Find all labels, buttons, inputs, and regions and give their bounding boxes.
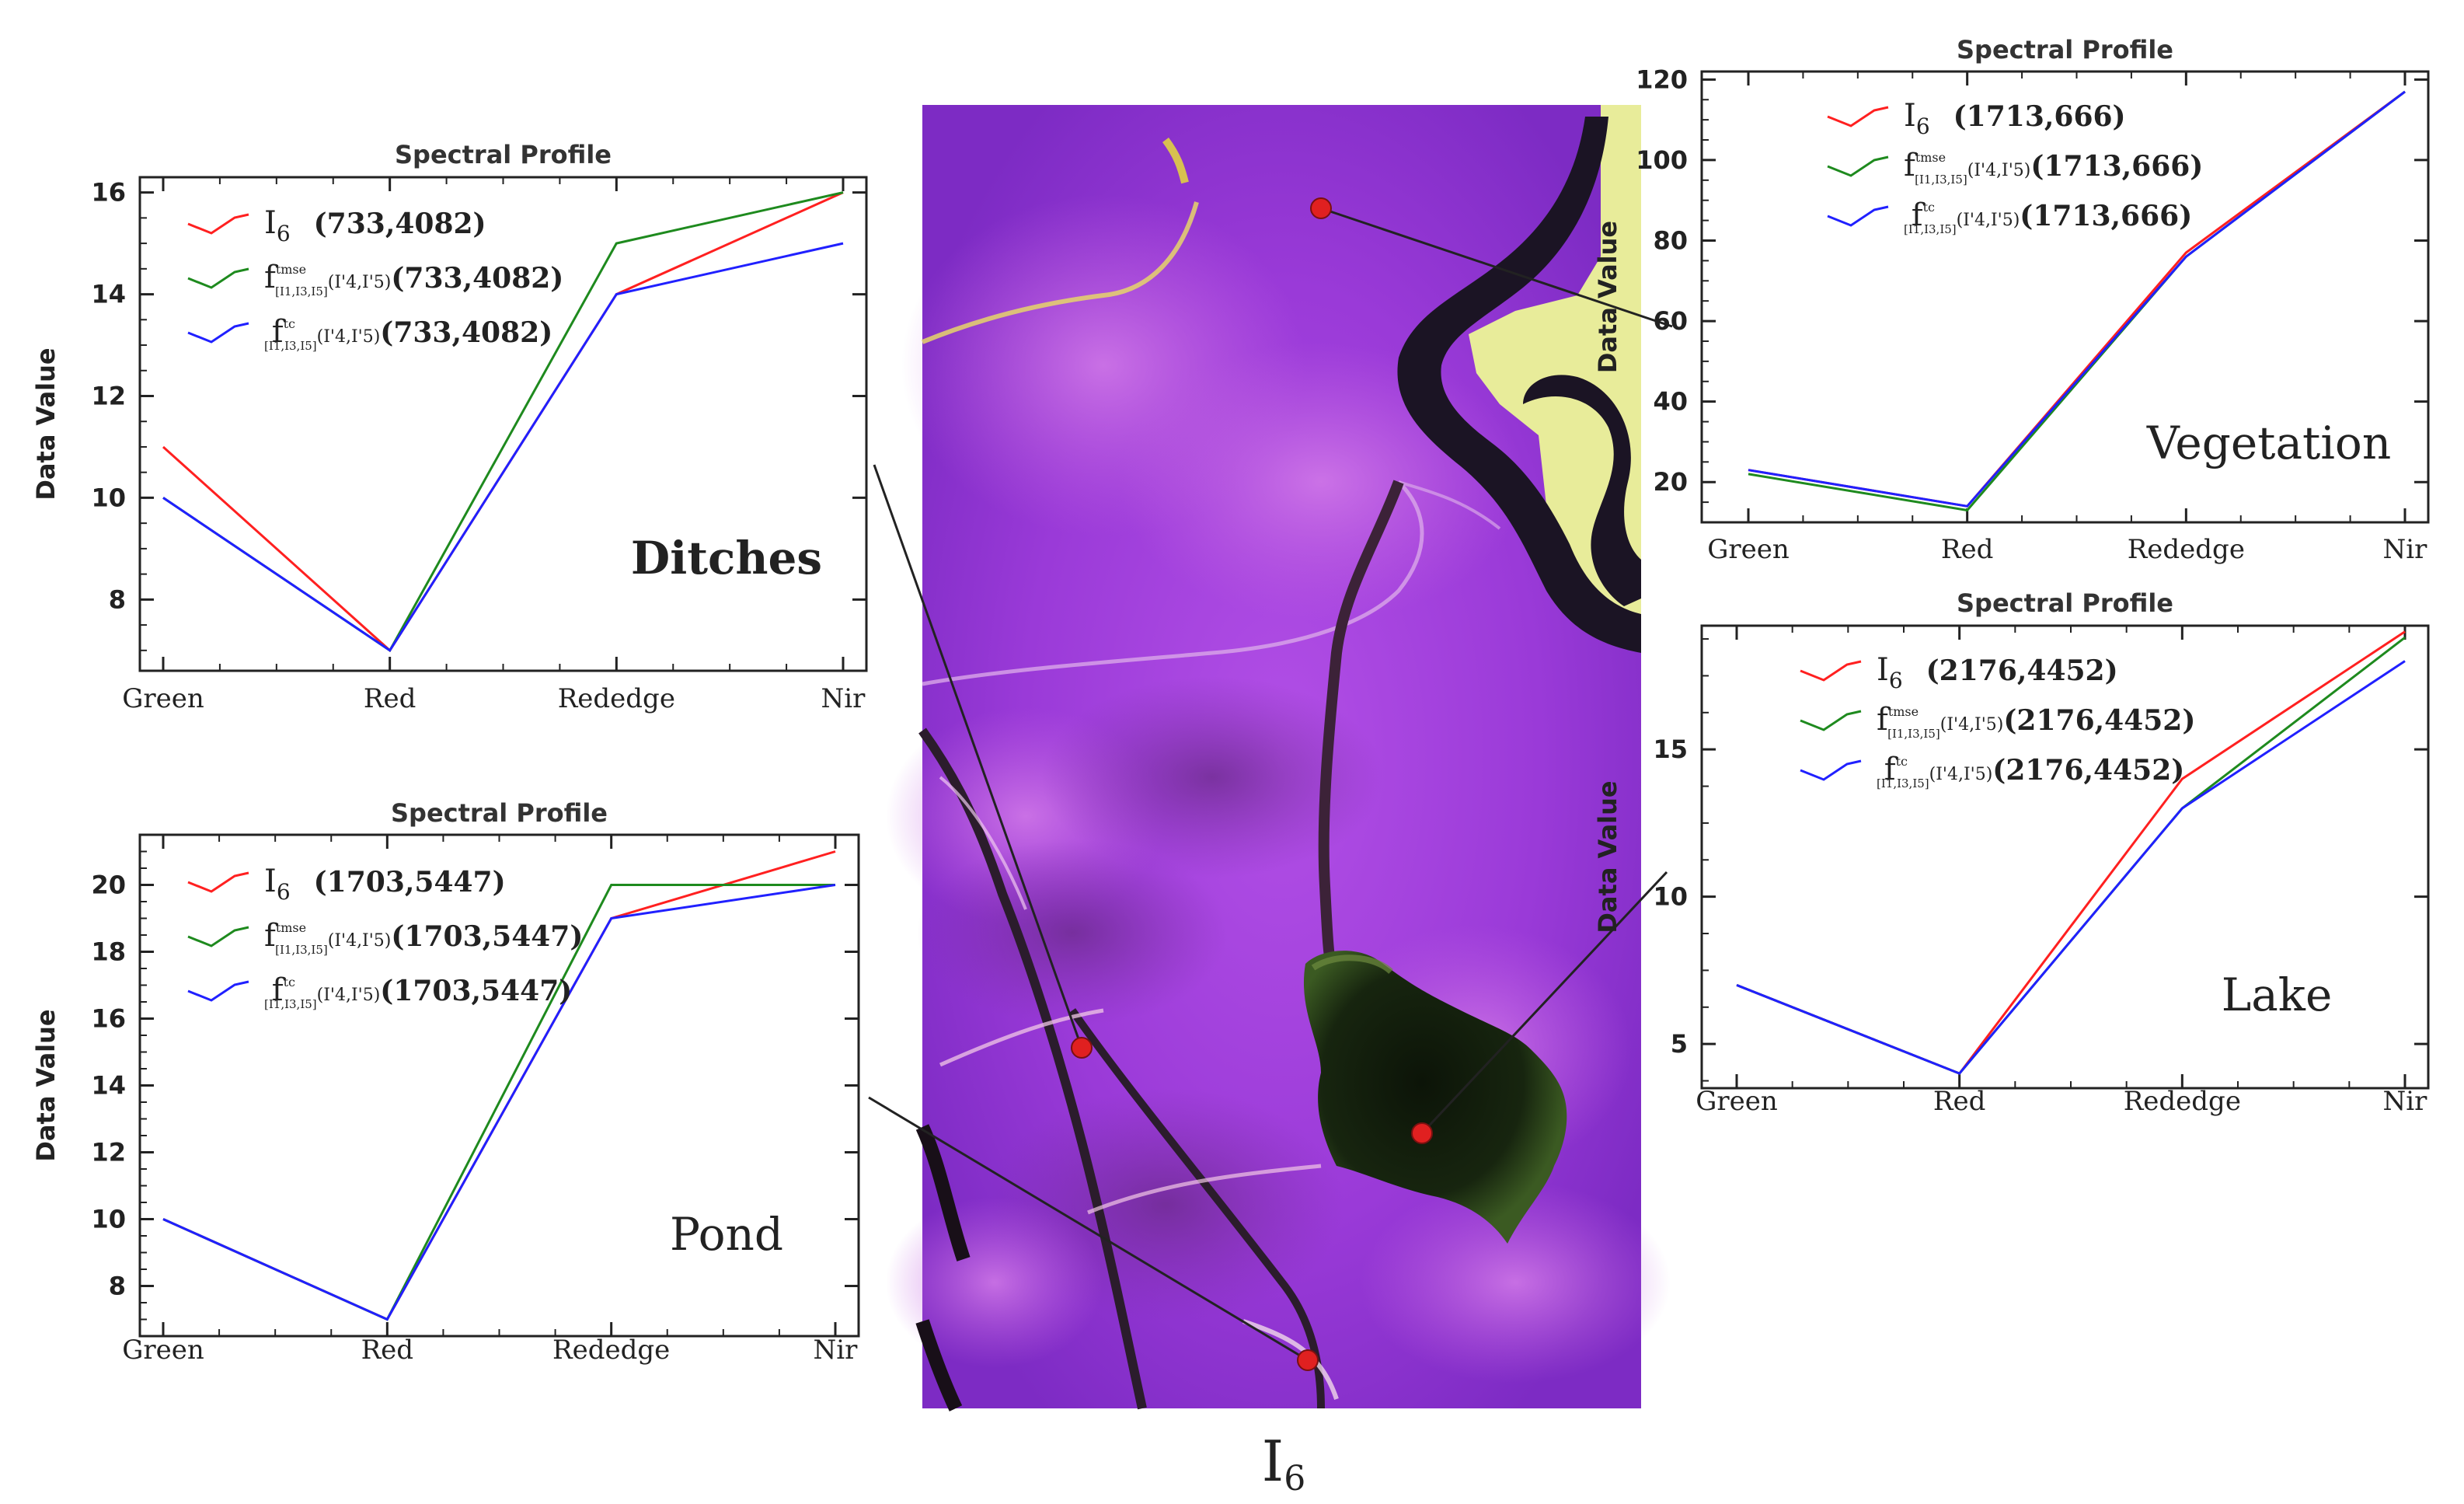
chart-pond: Spectral Profile Data Value 8 10 12 14 16 18 20 G… xyxy=(31,798,860,1366)
legend-entry: I6 (1713,666) xyxy=(1904,98,2126,139)
class-label-vegetation: Vegetation xyxy=(2146,417,2391,469)
legend-swatch xyxy=(1800,759,1862,781)
chart-title: Spectral Profile xyxy=(1957,35,2173,65)
y-tick-label: 20 xyxy=(91,871,126,900)
legend-swatch xyxy=(187,322,249,344)
y-tick-label: 14 xyxy=(91,280,126,309)
legend-entry: ftmse [I1,I3,I5](I'4,I'5)(1703,5447) xyxy=(264,918,583,957)
class-label-pond: Pond xyxy=(670,1208,783,1261)
plot-frame xyxy=(138,833,860,1338)
y-axis-label: Data Value xyxy=(31,347,61,500)
legend-entry: I6 (1703,5447) xyxy=(264,864,506,905)
chart-title: Spectral Profile xyxy=(391,798,608,828)
x-tick-label: Nir xyxy=(2383,534,2428,565)
y-axis-label: Data Value xyxy=(31,1009,61,1161)
legend-swatch xyxy=(1800,710,1862,731)
y-axis-label: Data Value xyxy=(1593,780,1622,933)
y-tick-label: 15 xyxy=(1653,735,1688,764)
y-tick-label: 16 xyxy=(91,178,126,208)
y-axis-label: Data Value xyxy=(1593,221,1622,373)
legend-swatch xyxy=(1827,106,1889,127)
y-tick-label: 10 xyxy=(91,483,126,512)
x-tick-label: Nir xyxy=(2383,1086,2428,1117)
x-tick-label: Green xyxy=(1696,1086,1778,1117)
sample-point-marker xyxy=(1297,1349,1319,1371)
lake-region xyxy=(1303,951,1567,1244)
x-tick-label: Red xyxy=(364,683,416,714)
satellite-image-i6 xyxy=(886,105,1671,1412)
legend-entry: ftc [I1,I3,I5](I'4,I'5)(733,4082) xyxy=(264,314,552,353)
series-line-fc xyxy=(1748,90,2406,508)
legend-entry: ftc [I1,I3,I5](I'4,I'5)(2176,4452) xyxy=(1877,752,2184,790)
legend-entry: ftmse [I1,I3,I5](I'4,I'5)(2176,4452) xyxy=(1877,702,2195,741)
y-tick-label: 40 xyxy=(1653,387,1688,417)
y-tick-label: 16 xyxy=(91,1004,126,1034)
leader-line xyxy=(1420,871,1668,1135)
x-tick-label: Rededge xyxy=(2128,534,2245,565)
sample-point-marker xyxy=(1411,1122,1433,1144)
y-tick-label: 5 xyxy=(1671,1029,1688,1059)
plot-frame xyxy=(138,176,868,672)
legend-entry: ftc [I1,I3,I5](I'4,I'5)(1703,5447) xyxy=(264,972,572,1011)
legend-swatch xyxy=(187,926,249,947)
x-tick-label: Rededge xyxy=(558,683,675,714)
chart-lake: Spectral Profile Data Value 5 10 15 Green Red R… xyxy=(1593,588,2430,1117)
legend-swatch xyxy=(1800,660,1862,682)
y-tick-label: 12 xyxy=(91,381,126,410)
y-tick-label: 80 xyxy=(1653,226,1688,256)
plot-frame xyxy=(1700,624,2430,1090)
y-tick-label: 10 xyxy=(91,1205,126,1234)
x-tick-label: Green xyxy=(122,683,204,714)
leader-line xyxy=(1320,207,1673,328)
y-tick-label: 8 xyxy=(109,1272,126,1301)
chart-ditches: Spectral Profile Data Value 8 10 12 14 16 Green… xyxy=(31,140,868,714)
x-tick-label: Nir xyxy=(814,1335,859,1366)
y-tick-label: 18 xyxy=(91,937,126,967)
x-tick-label: Red xyxy=(361,1335,414,1366)
y-tick-label: 8 xyxy=(109,585,126,614)
y-tick-label: 14 xyxy=(91,1071,126,1101)
chart-title: Spectral Profile xyxy=(395,140,612,169)
x-tick-label: Red xyxy=(1933,1086,1986,1117)
y-tick-label: 20 xyxy=(1653,467,1688,497)
y-tick-label: 60 xyxy=(1653,306,1688,336)
x-tick-label: Rededge xyxy=(2124,1086,2241,1117)
x-tick-label: Red xyxy=(1941,534,1994,565)
x-tick-label: Green xyxy=(1707,534,1790,565)
series-line-fc xyxy=(1736,660,2406,1075)
class-label-ditches: Ditches xyxy=(631,532,822,585)
x-tick-label: Rededge xyxy=(552,1335,670,1366)
y-tick-label: 120 xyxy=(1636,65,1688,94)
x-tick-label: Nir xyxy=(821,683,866,714)
legend-entry: I6 (733,4082) xyxy=(264,205,486,246)
chart-title: Spectral Profile xyxy=(1957,588,2173,618)
y-tick-label: 100 xyxy=(1636,145,1688,175)
legend-swatch xyxy=(187,980,249,1002)
y-tick-label: 10 xyxy=(1653,882,1688,912)
legend-swatch xyxy=(187,871,249,893)
class-label-lake: Lake xyxy=(2222,968,2333,1021)
legend-swatch xyxy=(187,267,249,289)
x-tick-label: Green xyxy=(122,1335,204,1366)
leader-line xyxy=(868,1096,1309,1362)
sample-point-marker xyxy=(1310,197,1332,219)
legend-swatch xyxy=(1827,155,1889,177)
legend-swatch xyxy=(1827,205,1889,227)
image-label: I6 xyxy=(1262,1429,1305,1499)
y-tick-label: 12 xyxy=(91,1138,126,1167)
legend-entry: ftmse [I1,I3,I5](I'4,I'5)(1713,666) xyxy=(1904,148,2203,187)
leader-line xyxy=(873,464,1083,1049)
series-line-fc xyxy=(162,884,836,1321)
legend-swatch xyxy=(187,213,249,235)
sample-point-marker xyxy=(1071,1037,1093,1059)
legend-entry: ftc [I1,I3,I5](I'4,I'5)(1713,666) xyxy=(1904,197,2192,236)
plot-frame xyxy=(1700,70,2430,524)
chart-vegetation: Spectral Profile Data Value 20 40 60 80 100 120… xyxy=(1593,35,2430,565)
legend-entry: I6 (2176,4452) xyxy=(1877,652,2118,693)
legend-entry: ftmse [I1,I3,I5](I'4,I'5)(733,4082) xyxy=(264,260,563,298)
series-line-fc xyxy=(162,242,844,652)
